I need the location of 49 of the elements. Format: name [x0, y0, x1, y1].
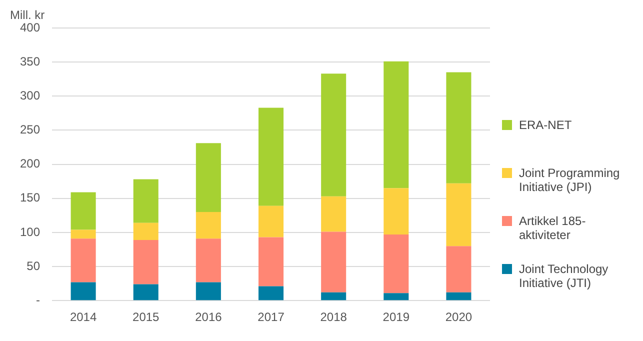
bar	[70, 192, 96, 230]
y-tick-label: 150	[20, 190, 40, 205]
bar	[196, 282, 221, 300]
bar	[258, 237, 284, 286]
bar	[384, 293, 409, 300]
bar	[446, 183, 472, 246]
y-tick-label: 50	[26, 258, 40, 273]
bar	[70, 230, 96, 239]
x-tick-label: 2019	[382, 310, 410, 324]
bar	[321, 196, 346, 232]
x-tick-label: 2014	[70, 310, 97, 324]
bar	[258, 108, 284, 206]
bar	[384, 188, 409, 234]
y-tick-label: 200	[20, 156, 40, 171]
bar	[133, 284, 158, 300]
bar	[446, 246, 472, 292]
bar	[133, 222, 158, 240]
bar	[70, 282, 96, 300]
bar	[321, 292, 346, 300]
y-tick-label: 400	[20, 20, 40, 34]
bar	[446, 72, 472, 184]
x-tick-label: 2018	[320, 310, 348, 324]
bar	[321, 74, 346, 196]
bar	[196, 238, 221, 282]
x-tick-label: 2015	[132, 310, 160, 324]
y-axis-title: Mill. kr	[10, 8, 45, 22]
bar	[258, 286, 284, 300]
y-tick-label: -	[36, 292, 40, 307]
legend-label: Joint Technology Initiative (JTI)	[519, 262, 610, 290]
y-tick-label: 300	[20, 88, 40, 102]
bar	[258, 206, 284, 238]
bar	[446, 292, 472, 300]
bar	[384, 234, 409, 294]
x-tick-label: 2016	[195, 310, 222, 324]
bar	[70, 238, 96, 282]
y-tick-label: 250	[20, 122, 40, 137]
bar	[384, 61, 409, 188]
bar	[196, 212, 221, 239]
y-tick-label: 100	[20, 224, 40, 239]
bar	[321, 232, 346, 292]
y-tick-label: 350	[20, 54, 40, 68]
bar	[133, 240, 158, 284]
x-tick-label: 2020	[445, 310, 472, 324]
legend-label: Joint Programming Initiative (JPI)	[519, 166, 621, 194]
legend-label: Artikkel 185-aktiviteter	[519, 214, 587, 242]
bar	[196, 143, 221, 212]
bar	[133, 179, 158, 223]
legend-label: ERA-NET	[519, 118, 572, 132]
x-tick-label: 2017	[258, 310, 285, 324]
